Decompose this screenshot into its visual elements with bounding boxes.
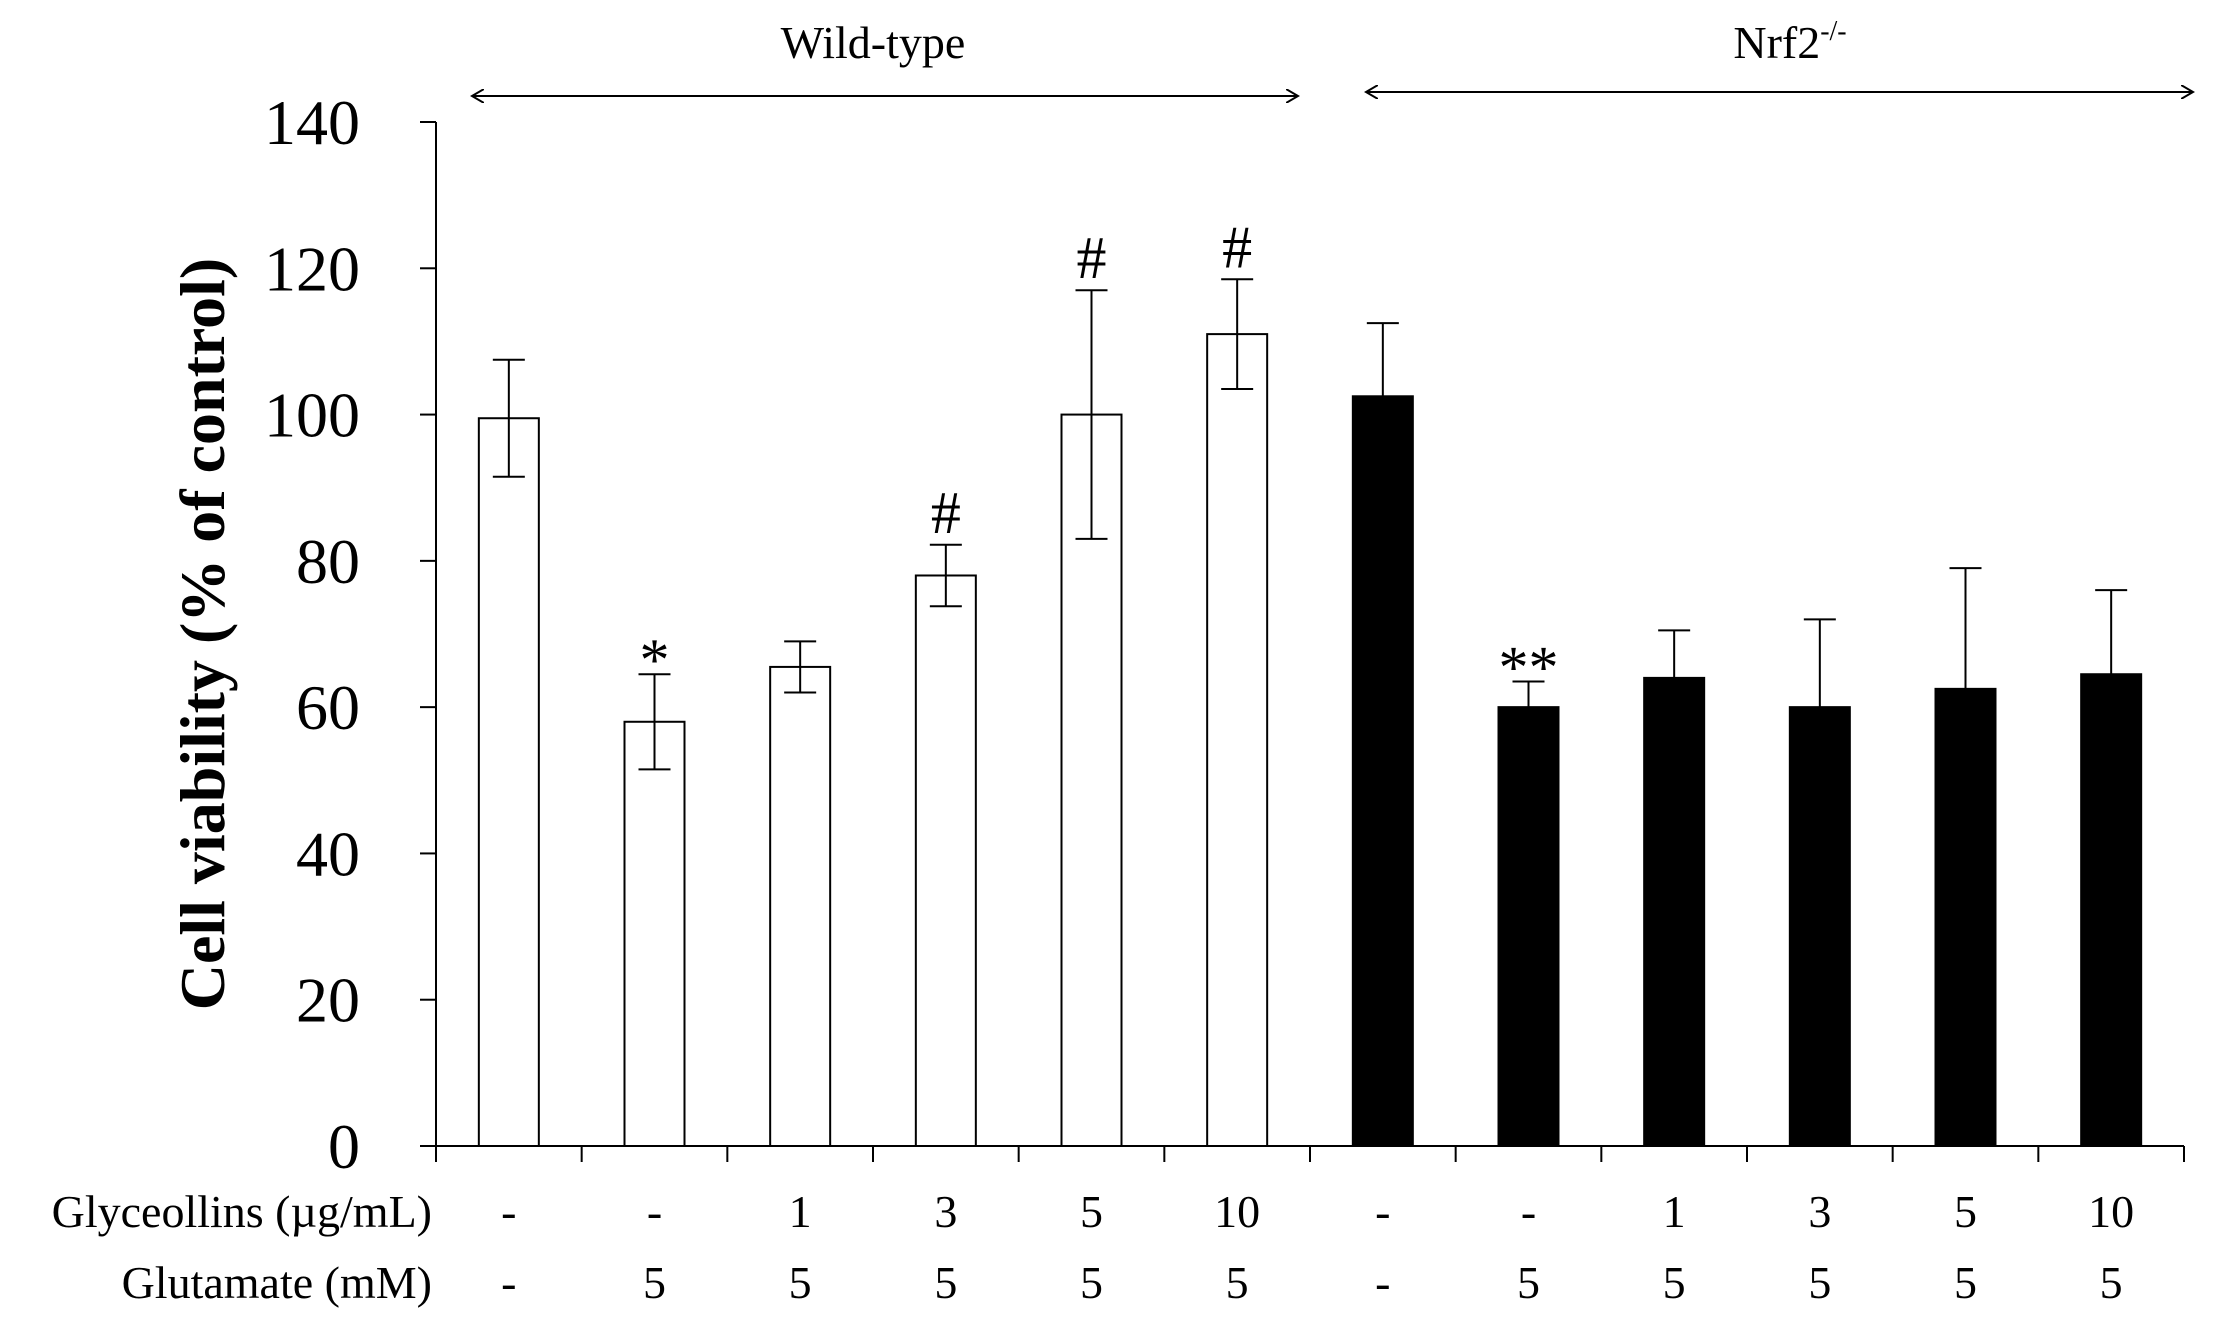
bar — [477, 417, 540, 1147]
glyceollins-value: - — [647, 1186, 662, 1237]
glutamate-value: 5 — [789, 1257, 812, 1308]
y-tick-label: 60 — [296, 672, 360, 743]
glutamate-value: 5 — [1517, 1257, 1540, 1308]
bar — [914, 574, 977, 1147]
glutamate-value: 5 — [643, 1257, 666, 1308]
significance-marker: # — [1222, 214, 1252, 280]
glyceollins-value: - — [1521, 1186, 1536, 1237]
bar — [1206, 333, 1269, 1148]
glyceollins-value: - — [501, 1186, 516, 1237]
glutamate-value: 5 — [1080, 1257, 1103, 1308]
glutamate-value: 5 — [1226, 1257, 1249, 1308]
y-tick-label: 100 — [264, 380, 360, 451]
glutamate-value: 5 — [934, 1257, 957, 1308]
glyceollins-value: 3 — [934, 1186, 957, 1237]
bar — [769, 665, 832, 1148]
plot-area: 0 20 40 60 80 100 120 140 - - * - 5 1 5 #3 5 #5 5 #10 5 - - ** -… — [264, 87, 2185, 1308]
glutamate-value: 5 — [1663, 1257, 1686, 1308]
significance-marker: # — [931, 480, 961, 546]
glyceollins-value: 10 — [2088, 1186, 2134, 1237]
glutamate-value: 5 — [1954, 1257, 1977, 1308]
bar — [1497, 706, 1560, 1148]
glyceollins-value: 5 — [1080, 1186, 1103, 1237]
glyceollins-value: 1 — [789, 1186, 812, 1237]
glyceollins-value: 3 — [1808, 1186, 1831, 1237]
group-label-nrf2: Nrf2-/- — [1733, 16, 1846, 68]
y-tick-label: 140 — [264, 87, 360, 158]
glyceollins-value: 1 — [1663, 1186, 1686, 1237]
significance-marker: # — [1077, 225, 1107, 291]
y-tick-label: 80 — [296, 526, 360, 597]
y-tick-label: 0 — [328, 1111, 360, 1182]
group-label-nrf2-superscript: -/- — [1820, 16, 1846, 47]
glyceollins-value: 5 — [1954, 1186, 1977, 1237]
y-tick-label: 120 — [264, 233, 360, 304]
glutamate-value: 5 — [1808, 1257, 1831, 1308]
group-label-wild-type: Wild-type — [781, 17, 966, 68]
significance-marker: * — [640, 627, 670, 693]
glutamate-value: - — [501, 1257, 516, 1308]
glyceollins-value: - — [1375, 1186, 1390, 1237]
glutamate-value: - — [1375, 1257, 1390, 1308]
glyceollins-row-label: Glyceollins (µg/mL) — [52, 1186, 432, 1237]
group-label-nrf2-name: Nrf2 — [1733, 17, 1820, 68]
glutamate-row-label: Glutamate (mM) — [122, 1257, 432, 1308]
bar — [1643, 676, 1706, 1148]
bar — [1351, 395, 1414, 1147]
glutamate-value: 5 — [2100, 1257, 2123, 1308]
bar — [2080, 673, 2143, 1147]
y-tick-label: 20 — [296, 965, 360, 1036]
significance-marker: ** — [1499, 635, 1559, 701]
y-axis-title: Cell viability (% of control) — [167, 258, 238, 1011]
bar — [1788, 706, 1851, 1148]
glyceollins-value: 10 — [1214, 1186, 1260, 1237]
bar — [1934, 687, 1997, 1147]
y-tick-label: 40 — [296, 818, 360, 889]
bar — [623, 720, 686, 1147]
